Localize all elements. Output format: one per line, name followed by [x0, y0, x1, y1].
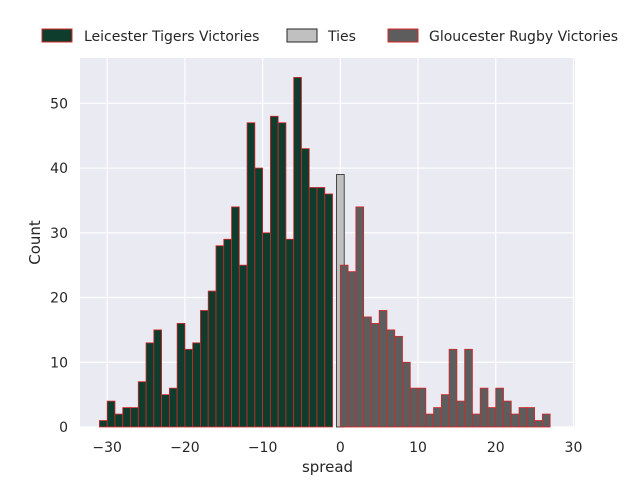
- bar-0-0: [99, 420, 108, 428]
- legend-label-1: Ties: [327, 29, 356, 45]
- bar-0-16: [223, 238, 232, 428]
- bar-2-13: [440, 394, 450, 428]
- x-tick-label: 0: [336, 440, 345, 456]
- bar-0-24: [285, 238, 295, 428]
- bar-2-7: [394, 335, 403, 428]
- y-tick-label: 30: [50, 226, 68, 242]
- bar-2-20: [495, 387, 504, 428]
- bar-2-26: [541, 413, 551, 428]
- bar-0-13: [200, 310, 209, 428]
- x-tick-label: −20: [170, 440, 200, 456]
- bar-2-6: [386, 329, 396, 428]
- bar-0-21: [262, 232, 271, 428]
- bar-2-25: [534, 420, 543, 428]
- bar-2-9: [409, 387, 419, 428]
- x-axis-label: spread: [302, 458, 353, 476]
- bar-0-3: [122, 407, 131, 428]
- y-tick-label: 20: [50, 291, 68, 307]
- legend: Leicester Tigers Victories Ties Gloucester…: [41, 28, 618, 45]
- x-tick-label: −30: [92, 440, 122, 456]
- bar-2-11: [425, 413, 434, 428]
- y-tick-label: 40: [50, 161, 68, 177]
- bar-0-12: [192, 342, 201, 428]
- y-tick-label: 0: [59, 420, 68, 436]
- x-tick-label: 30: [565, 440, 583, 456]
- bar-0-22: [269, 115, 279, 428]
- bar-0-11: [184, 348, 194, 428]
- legend-swatch-1: [286, 28, 318, 43]
- y-axis-label: Count: [26, 220, 44, 265]
- bar-0-4: [130, 407, 139, 428]
- bar-2-12: [433, 407, 442, 428]
- y-axis-ticks: 0 10 20 30 40 50: [50, 96, 68, 436]
- legend-swatch-2: [387, 28, 419, 43]
- bar-2-17: [472, 413, 481, 428]
- bar-0-9: [168, 387, 178, 428]
- bars: [99, 77, 551, 428]
- legend-swatch-0: [41, 28, 73, 43]
- bar-2-10: [417, 387, 427, 428]
- x-tick-label: −10: [248, 440, 278, 456]
- bar-2-4: [371, 323, 380, 428]
- bar-0-17: [231, 206, 240, 428]
- bar-2-18: [479, 387, 489, 428]
- bar-0-10: [176, 323, 186, 428]
- bar-0-19: [246, 122, 256, 428]
- bar-2-1: [347, 271, 357, 428]
- x-tick-label: 20: [487, 440, 505, 456]
- bar-2-15: [456, 400, 466, 428]
- bar-0-6: [145, 342, 155, 428]
- legend-label-2: Gloucester Rugby Victories: [429, 29, 618, 45]
- bar-2-16: [464, 348, 473, 428]
- y-tick-label: 10: [50, 355, 68, 371]
- bar-2-19: [487, 407, 497, 428]
- y-tick-label: 50: [50, 96, 68, 112]
- bar-0-26: [301, 148, 310, 428]
- bar-2-23: [518, 407, 528, 428]
- bar-0-5: [137, 381, 147, 428]
- bar-2-14: [448, 348, 458, 428]
- bar-2-3: [363, 316, 372, 428]
- bar-0-23: [277, 122, 287, 428]
- bar-0-27: [308, 187, 318, 428]
- x-axis-ticks: −30 −20 −10 0 10 20 30: [92, 440, 582, 456]
- bar-2-8: [402, 361, 411, 428]
- bar-0-25: [293, 77, 302, 428]
- bar-0-15: [215, 245, 225, 428]
- bar-0-28: [316, 187, 326, 428]
- bar-0-2: [114, 413, 124, 428]
- bar-2-5: [378, 310, 388, 428]
- bar-0-18: [238, 264, 248, 428]
- legend-label-0: Leicester Tigers Victories: [84, 29, 259, 45]
- bar-0-1: [106, 400, 116, 428]
- bar-0-7: [153, 329, 162, 428]
- bar-2-24: [526, 407, 535, 428]
- bar-0-8: [161, 394, 170, 428]
- bar-0-29: [324, 193, 333, 428]
- bar-2-22: [510, 413, 520, 428]
- bar-2-0: [339, 264, 349, 428]
- bar-0-14: [207, 290, 217, 428]
- x-tick-label: 10: [409, 440, 427, 456]
- bar-2-21: [503, 400, 512, 428]
- bar-2-2: [355, 206, 365, 428]
- bar-0-20: [254, 167, 264, 428]
